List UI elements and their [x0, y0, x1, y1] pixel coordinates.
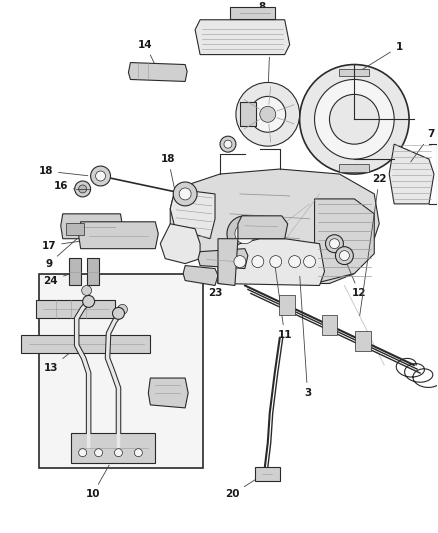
Circle shape — [314, 79, 394, 159]
Circle shape — [75, 181, 91, 197]
Bar — [339, 69, 369, 77]
Polygon shape — [238, 216, 288, 239]
Polygon shape — [160, 224, 200, 264]
Circle shape — [289, 256, 300, 268]
Bar — [279, 295, 295, 316]
Circle shape — [300, 64, 409, 174]
Text: 8: 8 — [247, 2, 265, 23]
Bar — [21, 335, 150, 353]
Text: 22: 22 — [360, 174, 386, 316]
Text: 12: 12 — [340, 248, 367, 298]
Circle shape — [329, 239, 339, 249]
Polygon shape — [314, 199, 374, 284]
Circle shape — [339, 251, 350, 261]
Circle shape — [95, 449, 102, 457]
Bar — [36, 301, 116, 318]
Text: 14: 14 — [138, 39, 157, 69]
Text: 9: 9 — [45, 229, 88, 269]
Circle shape — [336, 247, 353, 264]
Text: 18: 18 — [39, 166, 88, 176]
Text: 3: 3 — [300, 276, 311, 398]
Bar — [71, 433, 155, 463]
Circle shape — [250, 96, 286, 132]
Circle shape — [134, 449, 142, 457]
Polygon shape — [218, 239, 238, 286]
Circle shape — [91, 166, 110, 186]
Circle shape — [234, 256, 246, 268]
Text: 7: 7 — [411, 129, 434, 162]
Circle shape — [270, 256, 282, 268]
Text: 16: 16 — [53, 181, 75, 191]
Bar — [69, 257, 81, 286]
Text: 1: 1 — [357, 42, 403, 73]
Bar — [255, 466, 280, 481]
Circle shape — [179, 188, 191, 200]
Text: 24: 24 — [43, 272, 74, 286]
Polygon shape — [61, 214, 123, 239]
Bar — [321, 316, 337, 335]
Circle shape — [95, 171, 106, 181]
Bar — [339, 164, 369, 172]
Circle shape — [235, 224, 255, 244]
Bar — [240, 102, 256, 126]
Circle shape — [173, 182, 197, 206]
Polygon shape — [148, 378, 188, 408]
Bar — [355, 332, 371, 351]
Circle shape — [329, 94, 379, 144]
Text: 17: 17 — [42, 236, 116, 251]
Text: 6: 6 — [266, 42, 273, 96]
Text: 21: 21 — [35, 301, 73, 310]
Text: 18: 18 — [161, 154, 176, 189]
Circle shape — [83, 295, 95, 308]
Text: 20: 20 — [225, 475, 262, 499]
Text: 13: 13 — [43, 346, 78, 373]
Circle shape — [113, 308, 124, 319]
Bar — [230, 7, 275, 19]
Text: 11: 11 — [275, 266, 292, 340]
Polygon shape — [79, 222, 158, 249]
Circle shape — [79, 185, 87, 193]
Bar — [66, 223, 84, 235]
Bar — [39, 273, 203, 467]
Bar — [87, 257, 99, 286]
Circle shape — [224, 140, 232, 148]
Circle shape — [252, 256, 264, 268]
Text: 23: 23 — [208, 266, 222, 298]
Circle shape — [260, 107, 276, 122]
Circle shape — [236, 83, 300, 146]
Circle shape — [117, 304, 127, 314]
Polygon shape — [389, 144, 434, 204]
Polygon shape — [170, 189, 215, 239]
Circle shape — [114, 449, 123, 457]
Circle shape — [304, 256, 315, 268]
Circle shape — [81, 286, 92, 295]
Text: 10: 10 — [85, 465, 109, 499]
Circle shape — [79, 449, 87, 457]
Polygon shape — [218, 239, 325, 286]
Circle shape — [220, 136, 236, 152]
Circle shape — [227, 216, 263, 252]
Polygon shape — [195, 20, 290, 54]
Polygon shape — [128, 62, 187, 82]
Polygon shape — [198, 249, 248, 269]
Polygon shape — [170, 169, 379, 284]
Circle shape — [325, 235, 343, 253]
Polygon shape — [183, 265, 218, 286]
